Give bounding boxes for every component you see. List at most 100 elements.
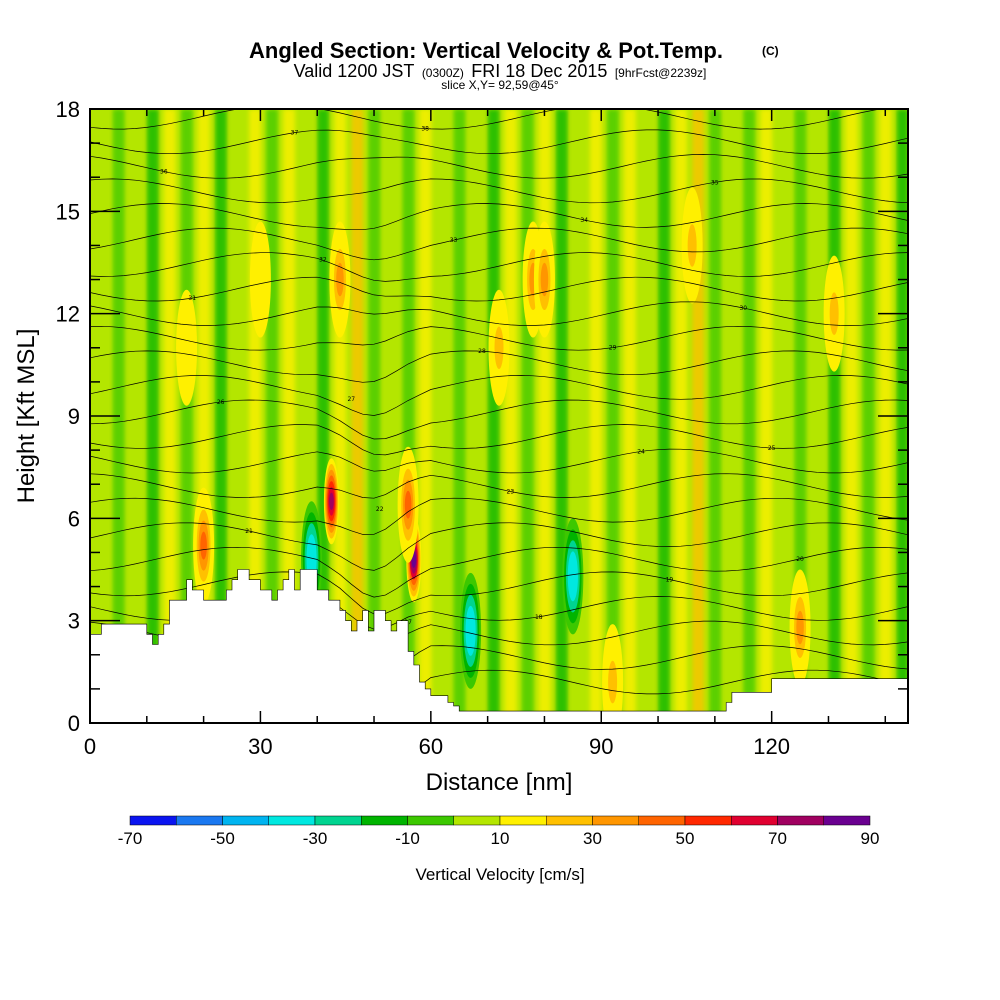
isentrope-label: 33 [450,237,458,244]
velocity-streak [709,109,722,723]
isentrope-label: 23 [507,488,515,495]
colorbar-swatch [546,815,593,826]
velocity-streak [163,109,176,723]
colorbar-swatch [638,815,686,826]
plot-area: 1516171819202122232425262728293031323334… [90,109,908,723]
velocity-streak [521,109,534,723]
isentrope-label: 30 [739,305,747,312]
isentrope-label: 37 [291,130,299,137]
velocity-streak [283,109,296,723]
velocity-streak [232,109,244,723]
velocity-streak [453,109,466,723]
velocity-cell [404,490,412,519]
velocity-cell [200,531,207,560]
velocity-streak [385,109,398,723]
velocity-streak [572,109,585,723]
colorbar-swatch [314,815,362,826]
isentrope-line [90,571,908,615]
velocity-streak [641,109,653,723]
velocity-streak [419,109,432,723]
y-tick-label: 9 [68,404,80,429]
colorbar-label: 10 [491,829,510,848]
isentropes: 1516171819202122232425262728293031323334… [90,109,908,723]
x-tick-label: 120 [753,734,790,759]
isentrope-label: 38 [421,126,429,133]
isentrope-label: 31 [188,295,196,302]
colorbar-labels: -70 -50 -30 -10 10 30 50 70 90 [118,829,880,848]
velocity-cell [796,610,804,645]
velocity-streak [129,109,142,723]
colorbar-swatch [453,815,501,826]
velocity-streak [504,109,517,723]
y-tick-label: 3 [68,609,80,634]
colorbar-label: -30 [303,829,328,848]
x-axis-label: Distance [nm] [426,769,573,796]
velocity-streak [606,109,619,723]
velocity-streak [249,109,261,723]
colorbar-swatch [268,815,316,826]
colorbar-label: -70 [118,829,143,848]
colorbar-swatch [222,815,269,826]
colorbar-label: 70 [768,829,787,848]
colorbar-label: -10 [395,829,420,848]
velocity-streak [692,109,705,723]
x-tick-label: 0 [84,734,96,759]
velocity-streak [538,109,551,723]
chart-title: Angled Section: Vertical Velocity & Pot.… [249,38,723,63]
velocity-streak [197,109,210,723]
colorbar [129,815,871,826]
colorbar-label: 90 [861,829,880,848]
isentrope-label: 35 [711,179,719,186]
y-tick-label: 0 [68,711,80,736]
velocity-cell [329,492,334,510]
y-tick-label: 18 [56,97,80,122]
velocity-streak [351,109,364,723]
velocity-cell [494,326,504,370]
velocity-streak [334,109,347,723]
colorbar-title: Vertical Velocity [cm/s] [415,865,584,884]
velocity-streak [317,109,330,723]
isentrope-label: 32 [319,257,327,264]
velocity-streak [811,109,824,723]
isentrope-line [90,325,908,351]
isentrope-label: 19 [666,576,674,583]
velocity-streak [487,109,500,723]
colorbar-label: 50 [676,829,695,848]
isentrope-label: 29 [609,345,617,352]
isentrope-line [90,522,908,571]
isentrope-line [90,276,908,302]
isentrope-label: 36 [160,169,168,176]
velocity-streak [760,109,773,723]
colorbar-swatch [823,815,871,826]
velocity-streak [675,109,688,723]
isentrope-line [90,424,908,456]
colorbar-swatch [592,815,639,826]
isentrope-label: 18 [535,614,543,621]
isentrope-line [90,473,908,499]
colorbar-swatch [499,815,547,826]
velocity-cell [467,616,474,645]
isentrope-line [90,546,908,598]
velocity-streak [402,109,415,723]
velocity-streak [794,109,807,723]
velocity-streak [658,109,670,723]
isentrope-line [90,227,908,261]
isentrope-label: 22 [376,506,384,513]
velocity-streak [777,109,790,723]
colorbar-swatch [129,815,177,826]
velocity-streak [180,109,193,723]
isentrope-line [90,301,908,326]
isentrope-label: 28 [478,348,486,355]
velocity-streak [726,109,739,723]
isentrope-line [90,448,908,474]
isentrope-line [90,203,908,231]
velocity-cell [687,224,697,267]
y-tick-label: 6 [68,506,80,531]
isentrope-line [90,375,908,416]
velocity-streak [300,109,313,723]
terrain [90,569,908,723]
isentrope-line [90,252,908,282]
velocity-cell [829,292,839,335]
valid-time-line: Valid 1200 JST (0300Z) FRI 18 Dec 2015 [… [294,61,707,81]
